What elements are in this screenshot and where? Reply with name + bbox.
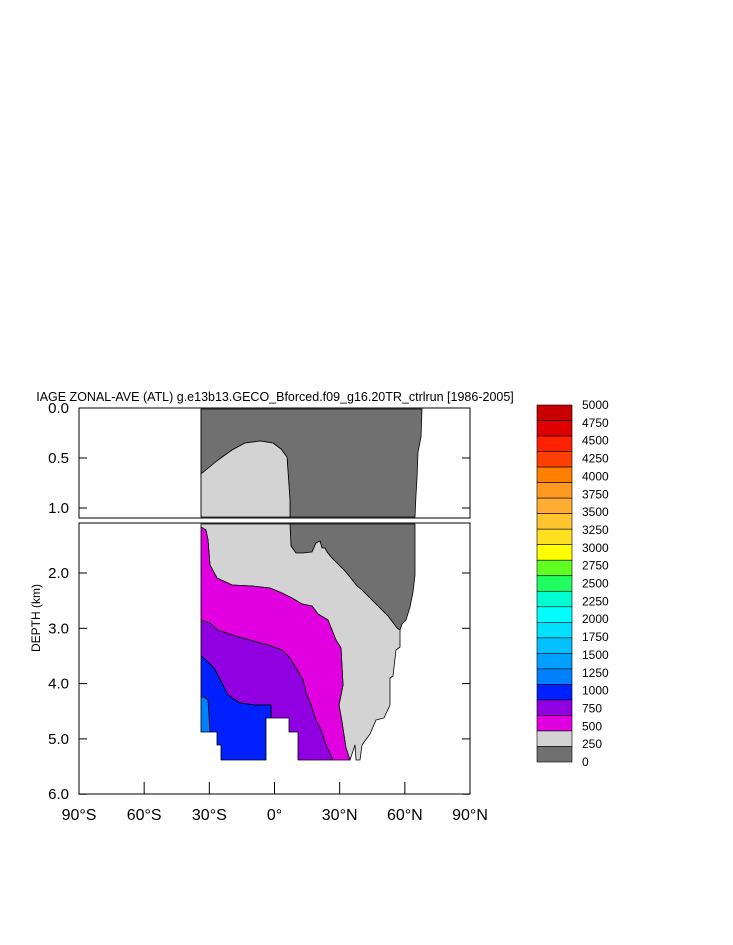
colorbar-swatch (536, 575, 573, 592)
colorbar-label: 750 (582, 701, 602, 715)
colorbar-swatch (536, 482, 573, 499)
colorbar-label: 3250 (582, 523, 609, 537)
x-tick-label: 60°N (387, 807, 423, 824)
colorbar-label: 1500 (582, 648, 609, 662)
x-tick-label: 0° (267, 807, 282, 824)
y-tick-label: 3.0 (48, 620, 69, 637)
colorbar-swatch (536, 730, 573, 747)
colorbar-swatch (536, 699, 573, 716)
colorbar-label: 4250 (582, 452, 609, 466)
colorbar-swatch (536, 606, 573, 623)
colorbar-label: 2500 (582, 577, 609, 591)
colorbar-swatch (536, 528, 573, 545)
colorbar-label: 500 (582, 719, 602, 733)
colorbar-label: 4750 (582, 416, 609, 430)
colorbar-label: 3500 (582, 505, 609, 519)
y-tick-label: 1.0 (48, 500, 69, 517)
colorbar-swatch (536, 715, 573, 732)
colorbar-legend: 5000475045004250400037503500325030002750… (536, 398, 609, 769)
colorbar-label: 1000 (582, 684, 609, 698)
colorbar-swatch (536, 590, 573, 608)
colorbar-swatch (536, 684, 573, 701)
x-tick-label: 60°S (127, 807, 162, 824)
colorbar-swatch (536, 435, 573, 452)
chart-title: IAGE ZONAL-AVE (ATL) g.e13b13.GECO_Bforc… (36, 390, 514, 404)
colorbar-label: 1750 (582, 630, 609, 644)
contour-fills (200, 408, 423, 761)
y-tick-label: 4.0 (48, 676, 69, 693)
colorbar-label: 4500 (582, 434, 609, 448)
x-tick-label: 90°S (62, 807, 97, 824)
colorbar-swatch (536, 746, 573, 763)
colorbar-swatch (536, 637, 573, 654)
colorbar-swatch (536, 668, 573, 685)
y-tick-label: 0.0 (48, 400, 69, 417)
colorbar-label: 5000 (582, 398, 609, 412)
x-tick-label: 90°N (452, 807, 488, 824)
y-tick-label: 2.0 (48, 565, 69, 582)
y-tick-label: 6.0 (48, 786, 69, 803)
colorbar-label: 1250 (582, 666, 609, 680)
colorbar-label: 4000 (582, 469, 609, 483)
colorbar-label: 2750 (582, 559, 609, 573)
colorbar-label: 250 (582, 737, 602, 751)
colorbar-label: 3750 (582, 487, 609, 501)
y-axis-label: DEPTH (km) (29, 584, 43, 652)
upper-panel-frame (78, 407, 471, 519)
colorbar-swatch (536, 622, 573, 639)
colorbar-label: 2000 (582, 612, 609, 626)
colorbar-label: 3000 (582, 541, 609, 555)
colorbar-label: 0 (582, 755, 589, 769)
colorbar-swatch (536, 451, 573, 468)
contour-region-1250-1500 (200, 696, 211, 733)
y-axis: 0.0 0.5 1.0 2.0 3.0 4.0 5.0 6.0 (48, 400, 470, 803)
colorbar-swatch (536, 404, 573, 421)
y-tick-label: 0.5 (48, 450, 69, 467)
colorbar-swatch (536, 544, 573, 561)
x-tick-label: 30°N (322, 807, 358, 824)
x-axis: 90°S 60°S 30°S 0° 30°N 60°N 90°N (62, 782, 488, 824)
contour-region-250-500 (200, 440, 291, 518)
x-tick-label: 30°S (192, 807, 227, 824)
colorbar-label: 2250 (582, 594, 609, 608)
colorbar-swatch (536, 513, 573, 530)
colorbar-swatch (536, 559, 573, 577)
colorbar-swatch (536, 466, 573, 483)
colorbar-swatch (536, 420, 573, 437)
colorbar-swatch (536, 653, 573, 670)
colorbar-swatch (536, 497, 573, 514)
y-tick-label: 5.0 (48, 731, 69, 748)
